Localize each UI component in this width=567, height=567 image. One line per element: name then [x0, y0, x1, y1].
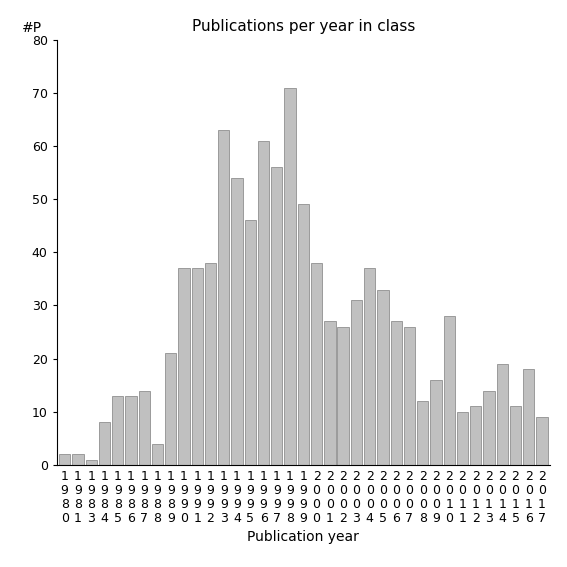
Bar — [311, 263, 322, 465]
Bar — [298, 205, 309, 465]
Bar — [391, 321, 402, 465]
Bar — [417, 401, 428, 465]
Bar — [152, 443, 163, 465]
Bar — [99, 422, 110, 465]
Bar — [510, 407, 521, 465]
Bar — [258, 141, 269, 465]
Bar — [59, 454, 70, 465]
Bar — [324, 321, 336, 465]
Bar — [430, 380, 442, 465]
X-axis label: Publication year: Publication year — [247, 530, 359, 544]
Bar — [271, 167, 282, 465]
Bar — [377, 290, 388, 465]
Bar — [138, 391, 150, 465]
Text: #P: #P — [22, 22, 43, 35]
Bar — [351, 300, 362, 465]
Bar — [470, 407, 481, 465]
Bar — [523, 369, 535, 465]
Bar — [285, 87, 296, 465]
Title: Publications per year in class: Publications per year in class — [192, 19, 415, 35]
Bar — [205, 263, 216, 465]
Bar — [364, 268, 375, 465]
Bar — [337, 327, 349, 465]
Bar — [457, 412, 468, 465]
Bar — [497, 364, 508, 465]
Bar — [404, 327, 415, 465]
Bar — [179, 268, 189, 465]
Bar — [245, 221, 256, 465]
Bar — [125, 396, 137, 465]
Bar — [86, 460, 97, 465]
Bar — [72, 454, 83, 465]
Bar — [483, 391, 494, 465]
Bar — [218, 130, 230, 465]
Bar — [231, 178, 243, 465]
Bar — [112, 396, 124, 465]
Bar — [443, 316, 455, 465]
Bar — [192, 268, 203, 465]
Bar — [536, 417, 548, 465]
Bar — [165, 353, 176, 465]
